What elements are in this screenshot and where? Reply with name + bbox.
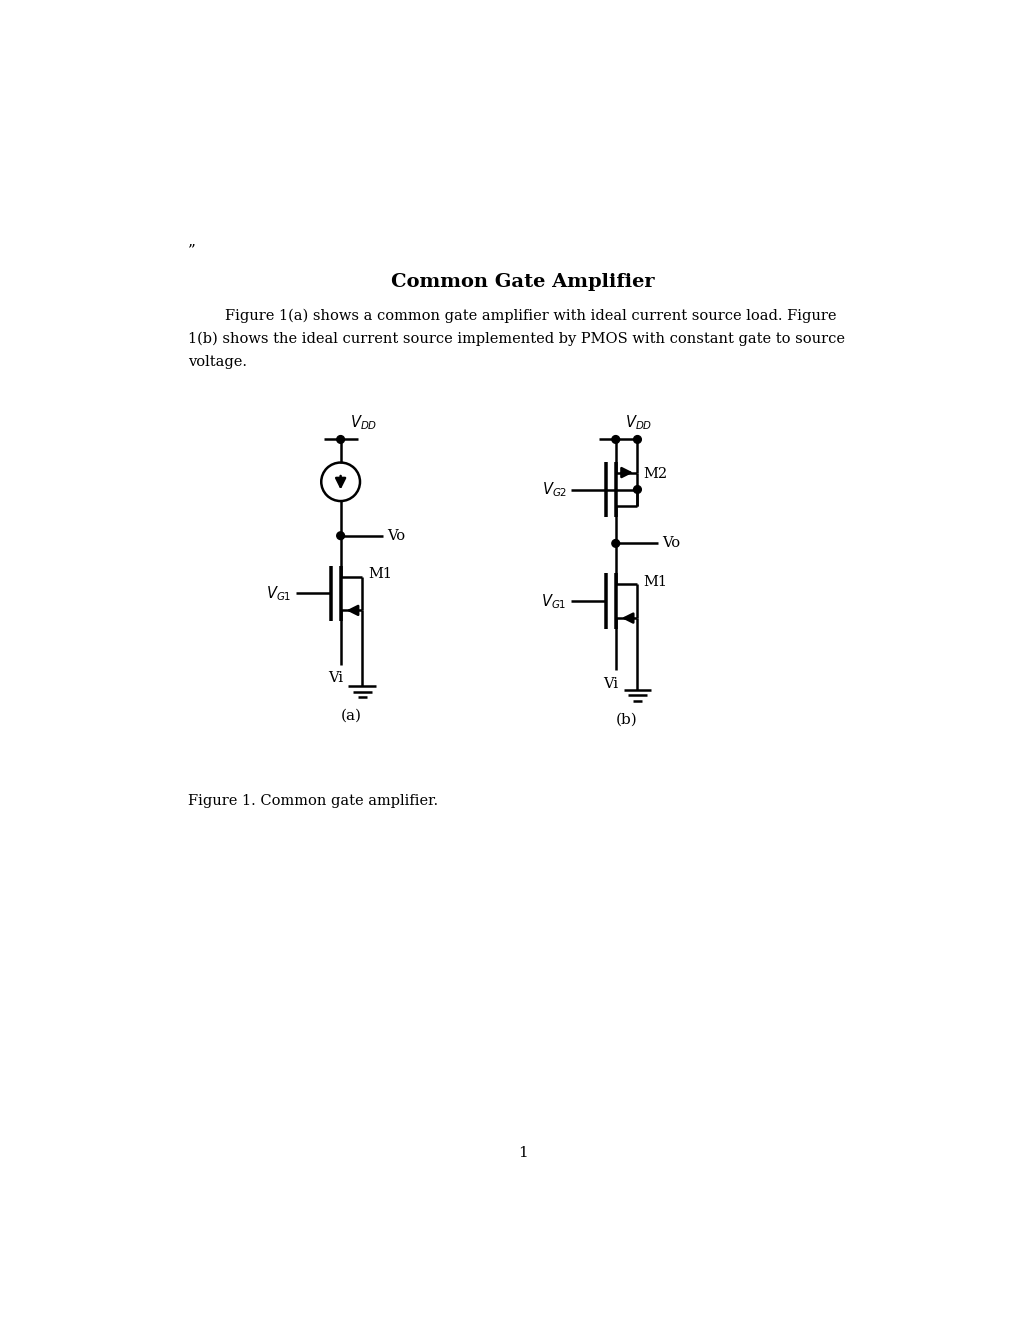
Text: $V_{G1}$: $V_{G1}$	[266, 583, 291, 603]
Text: M1: M1	[643, 576, 667, 589]
Text: ”: ”	[187, 243, 196, 257]
Text: 1(b) shows the ideal current source implemented by PMOS with constant gate to so: 1(b) shows the ideal current source impl…	[187, 331, 844, 346]
Text: (b): (b)	[615, 713, 637, 727]
Circle shape	[611, 540, 619, 548]
Text: Vo: Vo	[387, 529, 405, 543]
Text: $V_{G2}$: $V_{G2}$	[541, 480, 567, 499]
Text: M1: M1	[368, 568, 392, 581]
Circle shape	[633, 486, 641, 494]
Text: Figure 1(a) shows a common gate amplifier with ideal current source load. Figure: Figure 1(a) shows a common gate amplifie…	[187, 309, 836, 323]
Text: $V_{G1}$: $V_{G1}$	[541, 591, 567, 611]
Text: Figure 1. Common gate amplifier.: Figure 1. Common gate amplifier.	[187, 793, 437, 808]
Circle shape	[336, 436, 344, 444]
Text: (a): (a)	[340, 709, 362, 723]
Text: Vi: Vi	[603, 677, 619, 690]
Text: 1: 1	[518, 1146, 527, 1160]
Text: Common Gate Amplifier: Common Gate Amplifier	[390, 273, 654, 290]
Text: voltage.: voltage.	[187, 355, 247, 368]
Circle shape	[633, 436, 641, 444]
Text: $V_{DD}$: $V_{DD}$	[625, 413, 652, 432]
Circle shape	[611, 436, 619, 444]
Text: Vi: Vi	[328, 671, 343, 685]
Text: M2: M2	[643, 467, 667, 480]
Text: Vo: Vo	[661, 536, 680, 550]
Text: $V_{DD}$: $V_{DD}$	[350, 413, 377, 432]
Circle shape	[336, 532, 344, 540]
